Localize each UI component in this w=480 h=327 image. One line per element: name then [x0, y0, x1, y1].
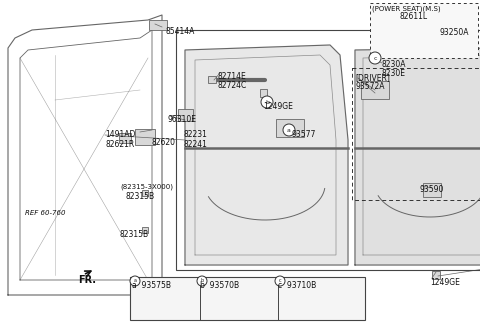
- Text: 82724C: 82724C: [218, 81, 247, 90]
- Text: 8230A: 8230A: [382, 60, 407, 69]
- Bar: [142, 227, 148, 233]
- Bar: [142, 190, 148, 196]
- Text: FR.: FR.: [78, 275, 96, 285]
- Text: 93577: 93577: [291, 130, 315, 139]
- Bar: [130, 277, 365, 320]
- Bar: [149, 20, 167, 30]
- Text: 1491AD: 1491AD: [105, 130, 135, 139]
- Bar: [295, 285, 335, 311]
- Text: [DRIVER]: [DRIVER]: [355, 73, 390, 82]
- Text: (POWER SEAT)(M.S): (POWER SEAT)(M.S): [372, 5, 441, 11]
- Text: b  93570B: b 93570B: [200, 281, 239, 290]
- Text: 82315B: 82315B: [119, 230, 148, 239]
- Text: c: c: [279, 279, 281, 284]
- Text: c: c: [373, 56, 377, 60]
- Bar: [178, 109, 192, 121]
- Bar: [119, 133, 131, 143]
- Text: 82621R: 82621R: [105, 140, 134, 149]
- Text: a: a: [287, 128, 291, 132]
- Circle shape: [283, 124, 295, 136]
- Bar: [361, 81, 389, 99]
- Polygon shape: [185, 45, 348, 265]
- Bar: [352, 68, 480, 200]
- Circle shape: [369, 52, 381, 64]
- Text: a  93575B: a 93575B: [132, 281, 171, 290]
- Bar: [431, 24, 445, 36]
- Text: 96310E: 96310E: [168, 115, 197, 124]
- Text: 82241: 82241: [183, 140, 207, 149]
- Bar: [423, 183, 441, 197]
- Bar: [135, 129, 155, 145]
- Bar: [432, 271, 440, 279]
- Text: 93590: 93590: [420, 185, 444, 194]
- Text: (82315-3X000): (82315-3X000): [120, 183, 173, 190]
- Text: c  93710B: c 93710B: [278, 281, 316, 290]
- Bar: [395, 21, 413, 35]
- Text: 82620: 82620: [152, 138, 176, 147]
- Bar: [260, 89, 266, 97]
- Text: 93572A: 93572A: [355, 82, 384, 91]
- Bar: [370, 3, 478, 58]
- Text: 8230E: 8230E: [382, 69, 406, 78]
- Text: 1249GE: 1249GE: [430, 278, 460, 287]
- Polygon shape: [355, 48, 480, 265]
- Bar: [276, 119, 304, 137]
- Text: 85414A: 85414A: [165, 27, 194, 36]
- Bar: [214, 284, 259, 312]
- Text: a: a: [133, 279, 136, 284]
- Bar: [135, 284, 180, 312]
- Text: 1249GE: 1249GE: [263, 102, 293, 111]
- Circle shape: [275, 276, 285, 286]
- Bar: [176, 30, 480, 270]
- Circle shape: [197, 276, 207, 286]
- Bar: [208, 76, 216, 82]
- Text: b: b: [265, 99, 269, 105]
- Text: 82315B: 82315B: [126, 192, 155, 201]
- Circle shape: [130, 276, 140, 286]
- Text: 82611L: 82611L: [399, 12, 427, 21]
- Text: 93250A: 93250A: [440, 28, 469, 37]
- Text: 82714E: 82714E: [218, 72, 247, 81]
- Text: REF 60-760: REF 60-760: [25, 210, 65, 216]
- Circle shape: [261, 96, 273, 108]
- Text: b: b: [201, 279, 204, 284]
- Text: 82231: 82231: [183, 130, 207, 139]
